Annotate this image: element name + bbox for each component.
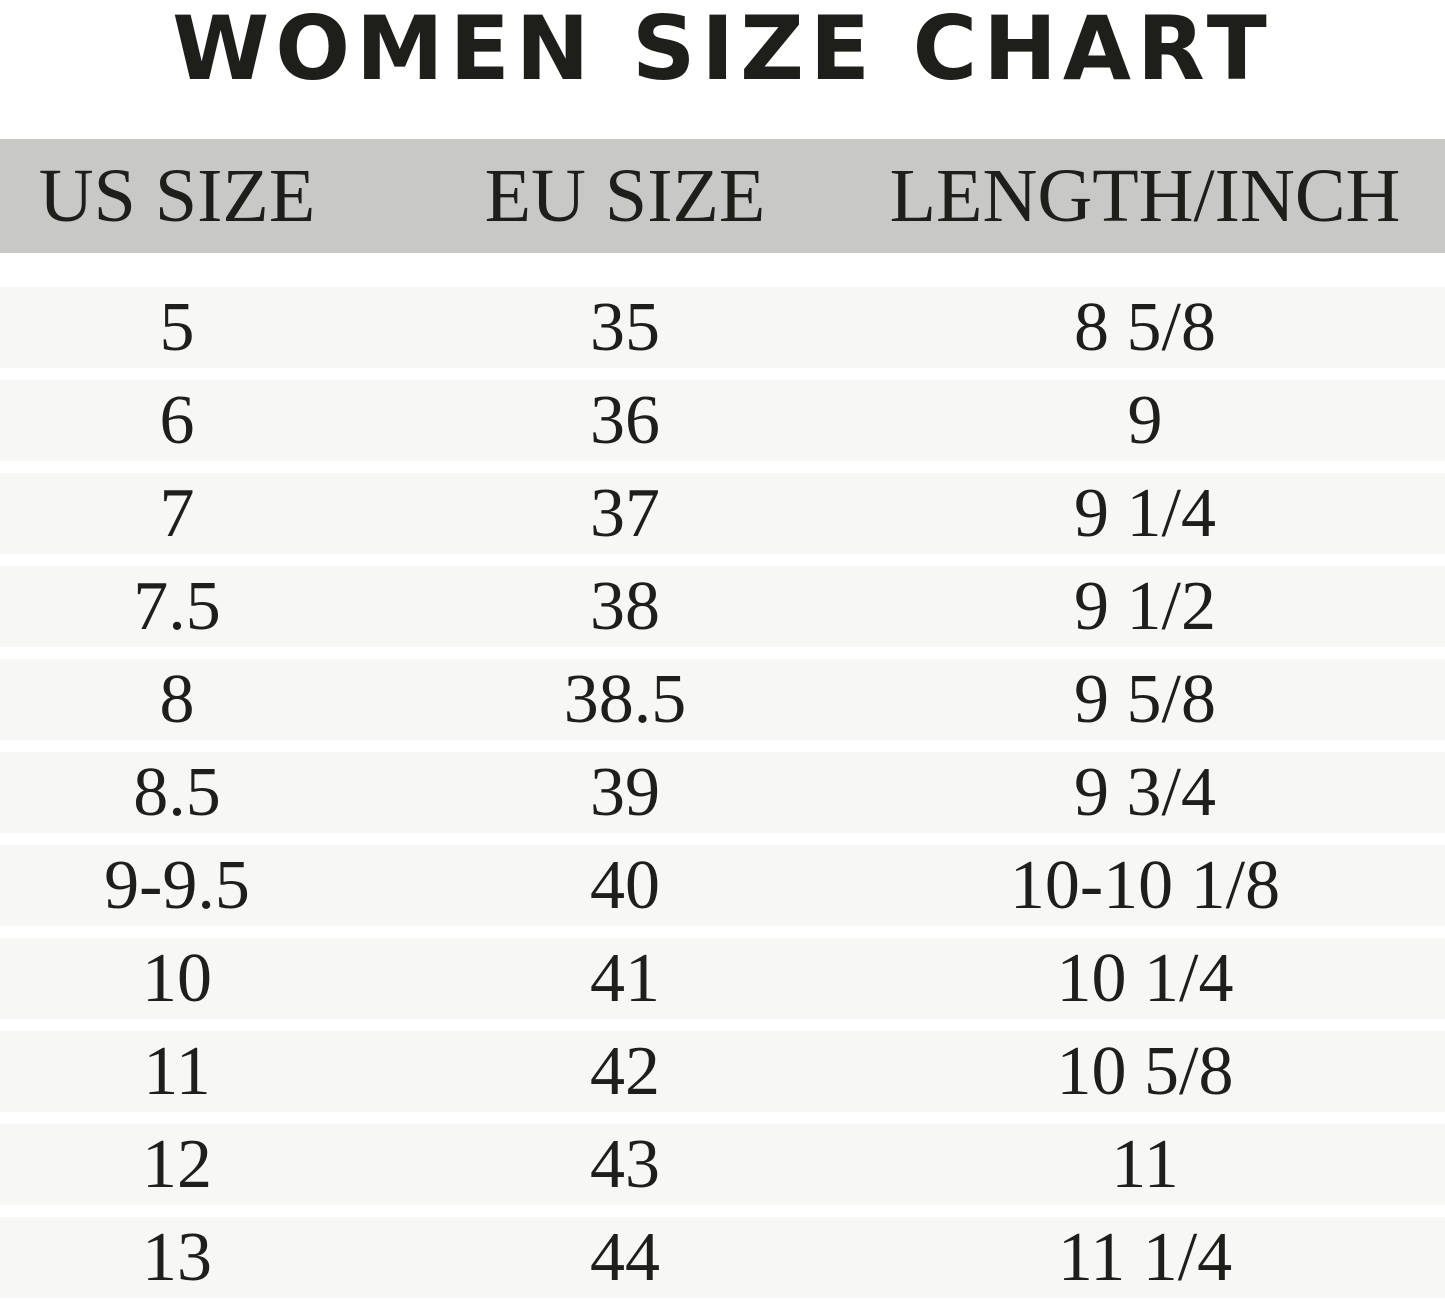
us-size-cell: 12 xyxy=(142,1125,212,1203)
chart-title: WOMEN SIZE CHART xyxy=(172,0,1273,100)
us-size-cell: 7 xyxy=(159,474,195,552)
us-size-cell: 8 xyxy=(159,660,195,738)
header-us-size: US SIZE xyxy=(38,153,316,238)
table-row: 10 41 10 1/4 xyxy=(0,938,1445,1019)
eu-size-cell: 38.5 xyxy=(563,660,687,738)
table-row: 8 38.5 9 5/8 xyxy=(0,659,1445,740)
length-inch-cell: 9 1/4 xyxy=(1074,474,1216,552)
length-inch-cell: 9 xyxy=(1127,381,1163,459)
eu-size-cell: 43 xyxy=(590,1125,660,1203)
us-size-cell: 7.5 xyxy=(133,567,221,645)
us-size-cell: 11 xyxy=(143,1032,211,1110)
us-size-cell: 10 xyxy=(142,939,212,1017)
table-header: US SIZE EU SIZE LENGTH/INCH xyxy=(0,139,1445,253)
eu-size-cell: 36 xyxy=(590,381,660,459)
table-row: 12 43 11 xyxy=(0,1124,1445,1205)
table-row: 11 42 10 5/8 xyxy=(0,1031,1445,1112)
table-row: 5 35 8 5/8 xyxy=(0,287,1445,368)
length-inch-cell: 10 5/8 xyxy=(1056,1032,1234,1110)
table-row: 6 36 9 xyxy=(0,380,1445,461)
table-row: 7.5 38 9 1/2 xyxy=(0,566,1445,647)
length-inch-cell: 10 1/4 xyxy=(1056,939,1234,1017)
length-inch-cell: 11 1/4 xyxy=(1057,1218,1233,1296)
eu-size-cell: 39 xyxy=(590,753,660,831)
length-inch-cell: 11 xyxy=(1111,1125,1179,1203)
length-inch-cell: 9 5/8 xyxy=(1074,660,1216,738)
header-length-inch: LENGTH/INCH xyxy=(889,153,1401,238)
table-row: 13 44 11 1/4 xyxy=(0,1217,1445,1298)
us-size-cell: 6 xyxy=(159,381,195,459)
table-row: 7 37 9 1/4 xyxy=(0,473,1445,554)
eu-size-cell: 38 xyxy=(590,567,660,645)
table-row: 8.5 39 9 3/4 xyxy=(0,752,1445,833)
eu-size-cell: 41 xyxy=(590,939,660,1017)
length-inch-cell: 8 5/8 xyxy=(1074,288,1216,366)
us-size-cell: 9-9.5 xyxy=(104,846,250,924)
eu-size-cell: 35 xyxy=(590,288,660,366)
table-row: 9-9.5 40 10-10 1/8 xyxy=(0,845,1445,926)
eu-size-cell: 37 xyxy=(590,474,660,552)
eu-size-cell: 42 xyxy=(590,1032,660,1110)
us-size-cell: 8.5 xyxy=(133,753,221,831)
header-eu-size: EU SIZE xyxy=(484,153,766,238)
length-inch-cell: 9 1/2 xyxy=(1074,567,1216,645)
eu-size-cell: 44 xyxy=(590,1218,660,1296)
length-inch-cell: 9 3/4 xyxy=(1074,753,1216,831)
us-size-cell: 13 xyxy=(142,1218,212,1296)
length-inch-cell: 10-10 1/8 xyxy=(1009,846,1281,924)
us-size-cell: 5 xyxy=(159,288,195,366)
eu-size-cell: 40 xyxy=(590,846,660,924)
